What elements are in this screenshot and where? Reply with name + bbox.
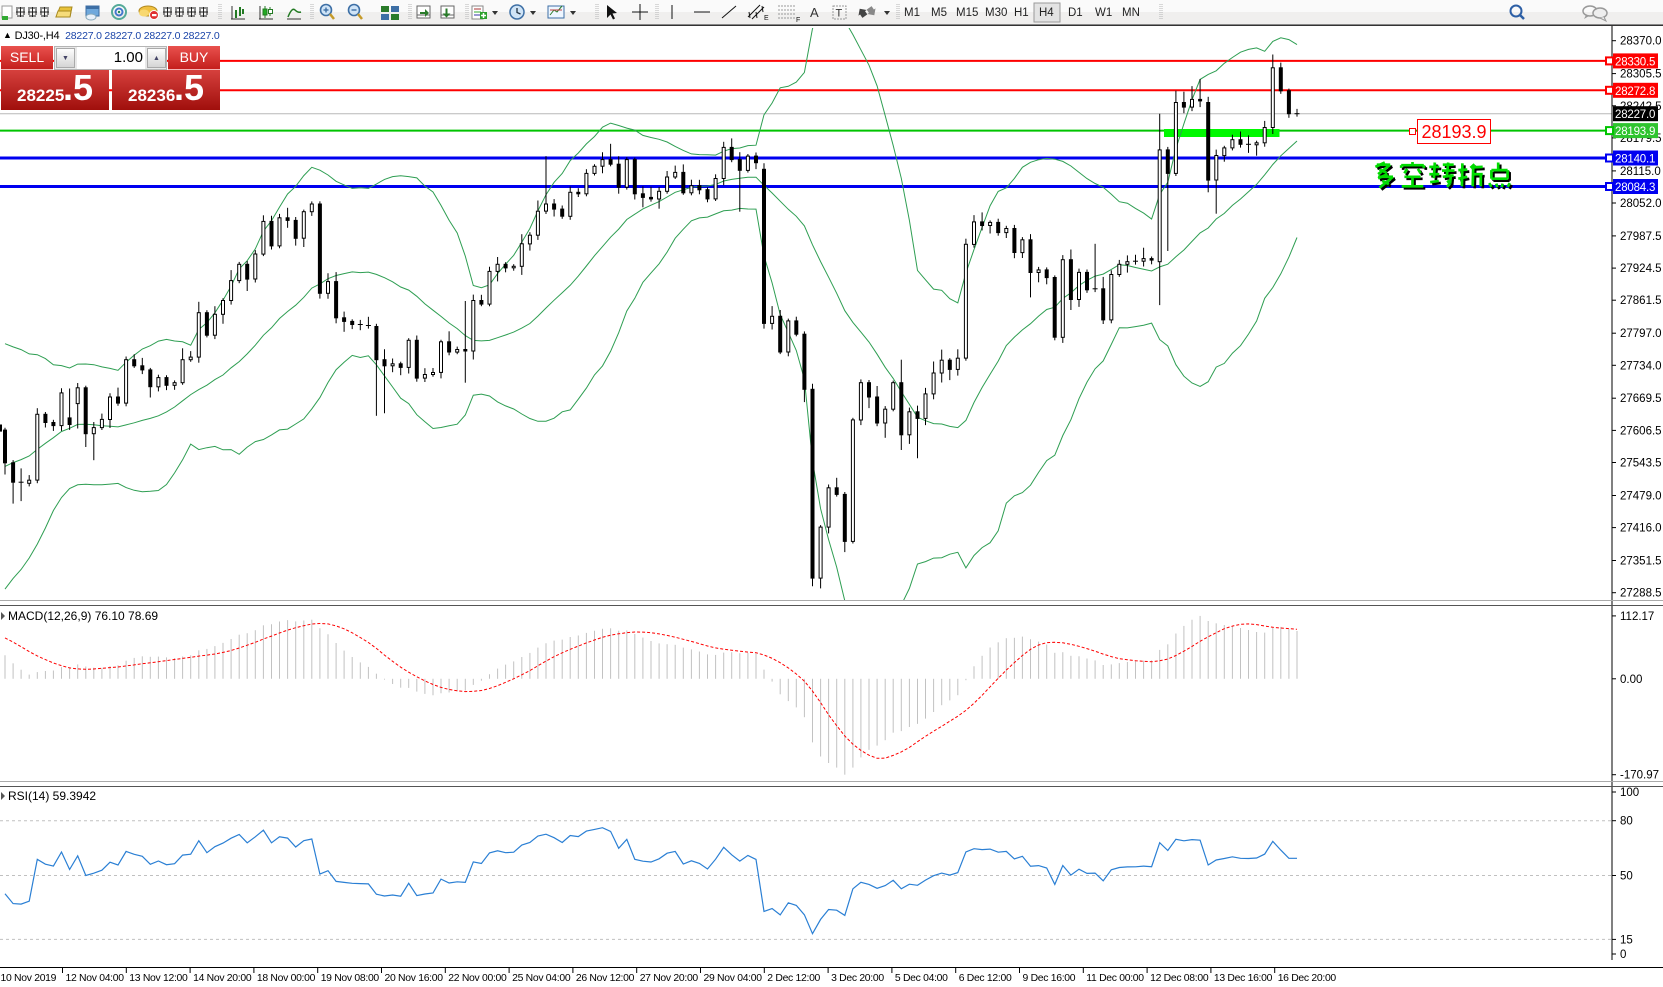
- svg-text:E: E: [764, 15, 769, 22]
- svg-text:A: A: [810, 5, 819, 20]
- svg-text:27543.5: 27543.5: [1620, 458, 1662, 470]
- svg-text:-170.97: -170.97: [1620, 770, 1659, 782]
- svg-text:M1: M1: [904, 7, 920, 19]
- svg-text:29 Nov 04:00: 29 Nov 04:00: [704, 973, 763, 984]
- svg-text:14 Nov 20:00: 14 Nov 20:00: [193, 973, 252, 984]
- svg-text:13 Dec 16:00: 13 Dec 16:00: [1214, 973, 1273, 984]
- svg-text:26 Nov 12:00: 26 Nov 12:00: [576, 973, 635, 984]
- svg-text:M15: M15: [956, 7, 978, 19]
- svg-text:15: 15: [1620, 934, 1633, 946]
- svg-text:27479.0: 27479.0: [1620, 491, 1662, 503]
- svg-text:13 Nov 12:00: 13 Nov 12:00: [129, 973, 188, 984]
- svg-text:112.17: 112.17: [1620, 611, 1654, 623]
- svg-text:28305.5: 28305.5: [1620, 69, 1662, 81]
- svg-text:12 Dec 08:00: 12 Dec 08:00: [1150, 973, 1209, 984]
- svg-text:28115.0: 28115.0: [1620, 166, 1661, 178]
- svg-text:D1: D1: [1068, 7, 1083, 19]
- svg-text:27734.0: 27734.0: [1620, 360, 1662, 372]
- svg-text:100: 100: [1620, 787, 1639, 799]
- svg-text:16 Dec 20:00: 16 Dec 20:00: [1278, 973, 1337, 984]
- svg-text:MACD(12,26,9) 76.10 78.69: MACD(12,26,9) 76.10 78.69: [8, 609, 158, 623]
- svg-text:12 Nov 04:00: 12 Nov 04:00: [66, 973, 125, 984]
- svg-text:19 Nov 08:00: 19 Nov 08:00: [321, 973, 380, 984]
- svg-text:3 Dec 20:00: 3 Dec 20:00: [831, 973, 884, 984]
- svg-text:F: F: [796, 17, 800, 24]
- svg-text:11 Dec 00:00: 11 Dec 00:00: [1086, 973, 1144, 984]
- svg-text:27 Nov 20:00: 27 Nov 20:00: [640, 973, 699, 984]
- svg-text:M30: M30: [985, 7, 1007, 19]
- svg-text:27924.5: 27924.5: [1620, 263, 1662, 275]
- svg-text:MN: MN: [1122, 7, 1140, 19]
- svg-text:18 Nov 00:00: 18 Nov 00:00: [257, 973, 316, 984]
- svg-text:H1: H1: [1014, 7, 1029, 19]
- svg-text:5 Dec 04:00: 5 Dec 04:00: [895, 973, 948, 984]
- svg-text:T: T: [836, 8, 843, 20]
- svg-text:9 Dec 16:00: 9 Dec 16:00: [1023, 973, 1076, 984]
- svg-text:W1: W1: [1095, 7, 1112, 19]
- svg-text:28193.9: 28193.9: [1615, 126, 1655, 138]
- svg-text:28330.5: 28330.5: [1615, 56, 1655, 68]
- svg-text:28370.0: 28370.0: [1620, 36, 1662, 48]
- svg-text:27861.5: 27861.5: [1620, 295, 1662, 307]
- svg-text:6 Dec 12:00: 6 Dec 12:00: [959, 973, 1012, 984]
- svg-text:2 Dec 12:00: 2 Dec 12:00: [767, 973, 820, 984]
- svg-text:0.00: 0.00: [1620, 674, 1642, 686]
- svg-text:20 Nov 16:00: 20 Nov 16:00: [385, 973, 444, 984]
- svg-text:22 Nov 00:00: 22 Nov 00:00: [448, 973, 507, 984]
- svg-text:80: 80: [1620, 816, 1633, 828]
- svg-text:50: 50: [1620, 871, 1633, 883]
- svg-text:27797.0: 27797.0: [1620, 328, 1662, 340]
- svg-text:27987.5: 27987.5: [1620, 231, 1662, 243]
- svg-text:0: 0: [1620, 949, 1626, 961]
- svg-text:28084.3: 28084.3: [1615, 182, 1655, 194]
- svg-text:M5: M5: [931, 7, 947, 19]
- svg-text:RSI(14) 59.3942: RSI(14) 59.3942: [8, 789, 96, 803]
- svg-text:28052.0: 28052.0: [1620, 198, 1662, 210]
- svg-text:27351.5: 27351.5: [1620, 556, 1662, 568]
- svg-text:28140.1: 28140.1: [1615, 154, 1655, 166]
- svg-text:10 Nov 2019: 10 Nov 2019: [1, 973, 57, 984]
- svg-text:25 Nov 04:00: 25 Nov 04:00: [512, 973, 571, 984]
- svg-text:27288.5: 27288.5: [1620, 588, 1662, 600]
- svg-text:27416.0: 27416.0: [1620, 523, 1662, 535]
- svg-text:28193.9: 28193.9: [1421, 122, 1486, 142]
- svg-text:28272.8: 28272.8: [1615, 86, 1655, 98]
- svg-text:27669.5: 27669.5: [1620, 393, 1662, 405]
- svg-text:28227.0: 28227.0: [1615, 109, 1655, 121]
- svg-text:27606.5: 27606.5: [1620, 425, 1662, 437]
- svg-text:H4: H4: [1039, 7, 1054, 19]
